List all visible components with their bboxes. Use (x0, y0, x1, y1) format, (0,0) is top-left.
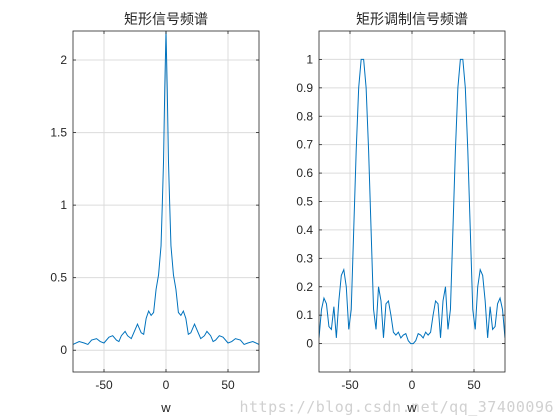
x-tick-label: 0 (163, 378, 170, 392)
x-tick-label: 0 (409, 378, 416, 392)
watermark: https://blog.csdn.net/qq_37400096 (239, 398, 554, 416)
y-tick-label: 0.8 (296, 109, 313, 123)
y-tick-label: 0.6 (296, 166, 313, 180)
series-line-1 (73, 31, 259, 346)
y-tick-label: 0.4 (296, 223, 313, 237)
chart-title: 矩形调制信号频谱 (356, 12, 468, 28)
y-tick-label: 2 (60, 53, 67, 67)
y-tick-label: 0.5 (50, 271, 67, 285)
y-tick-label: 1.5 (50, 126, 67, 140)
y-tick-label: 0.1 (296, 308, 313, 322)
x-tick-label: 50 (467, 378, 481, 392)
y-tick-label: 0.2 (296, 280, 313, 294)
y-tick-label: 0 (60, 343, 67, 357)
x-tick-label: 50 (221, 378, 235, 392)
subplot-2: -50 0 50 0 0.1 0.2 0.3 0.4 0.5 0.6 0.7 0.8 0.9 1 矩形调制信… (296, 12, 506, 415)
x-tick-label: -50 (341, 378, 359, 392)
y-tick-label: 0.7 (296, 138, 313, 152)
x-axis-label: w (160, 400, 171, 415)
y-tick-label: 0.5 (296, 195, 313, 209)
series-line-1 (319, 58, 505, 345)
y-tick-label: 1 (306, 52, 313, 66)
chart-title: 矩形信号频谱 (124, 12, 208, 28)
subplot-1: -50 0 50 0 0.5 1 1.5 2 矩形信号频谱 w (50, 12, 260, 415)
y-tick-label: 0.3 (296, 251, 313, 265)
y-tick-label: 0.9 (296, 81, 313, 95)
x-tick-label: -50 (95, 378, 113, 392)
y-tick-label: 1 (60, 198, 67, 212)
x-axis-label: w (406, 400, 417, 415)
y-tick-label: 0 (306, 337, 313, 351)
